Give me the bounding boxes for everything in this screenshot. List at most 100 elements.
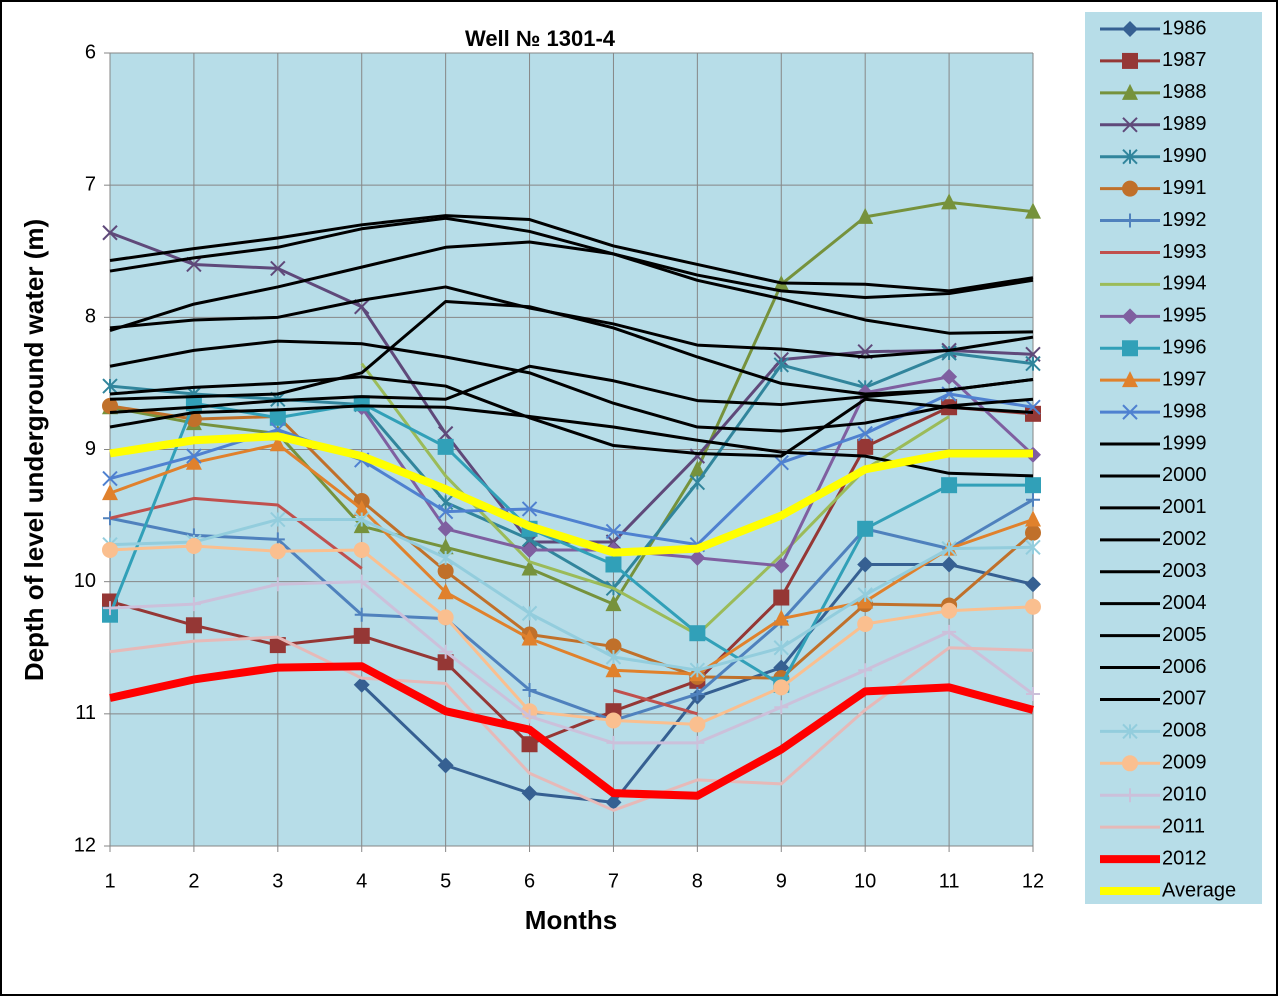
series-line — [613, 688, 698, 716]
x-axis-label: Months — [525, 905, 617, 935]
point — [1123, 213, 1137, 228]
legend-label: 1988 — [1162, 81, 1207, 103]
point — [186, 448, 202, 464]
series-line — [108, 401, 1033, 687]
point — [773, 679, 790, 696]
point — [1122, 21, 1138, 37]
legend-label: 1994 — [1162, 273, 1207, 295]
point — [437, 563, 454, 580]
point — [269, 543, 286, 560]
y-tick-label: 11 — [75, 702, 96, 724]
series-line — [109, 404, 1034, 478]
point — [605, 649, 622, 665]
point — [185, 617, 202, 634]
point — [354, 574, 369, 589]
point — [1122, 83, 1138, 100]
x-tick-label: 7 — [608, 870, 619, 892]
point — [605, 661, 622, 678]
point — [1122, 180, 1138, 197]
point — [354, 607, 369, 622]
legend-label: Average — [1162, 879, 1236, 901]
x-tick-label: 12 — [1022, 870, 1044, 892]
point — [857, 587, 873, 603]
legend-label: 1992 — [1162, 209, 1207, 231]
point — [437, 520, 454, 537]
point — [354, 511, 370, 528]
point — [689, 625, 706, 642]
point — [689, 716, 706, 733]
point — [773, 557, 790, 574]
point — [1123, 788, 1137, 803]
x-tick-label: 6 — [524, 870, 535, 892]
legend-label: 1990 — [1162, 145, 1207, 167]
legend-label: 2006 — [1162, 656, 1207, 678]
point — [353, 541, 370, 558]
point — [941, 477, 958, 494]
point — [437, 550, 454, 566]
point — [605, 638, 622, 655]
legend-label: 1998 — [1162, 400, 1207, 422]
point — [521, 501, 538, 517]
point — [1122, 404, 1138, 420]
series-line — [109, 662, 1035, 800]
legend-label: 1989 — [1162, 113, 1207, 135]
point — [1122, 148, 1138, 165]
legend-label: 2003 — [1162, 560, 1207, 582]
series-line — [109, 635, 1034, 812]
point — [521, 541, 538, 558]
point — [773, 640, 789, 656]
legend-label: 2011 — [1162, 815, 1205, 837]
point — [186, 597, 201, 612]
y-tick-label: 12 — [74, 834, 96, 856]
point — [1025, 539, 1041, 556]
point — [690, 735, 705, 750]
y-axis-label: Depth of level underground water (m) — [19, 219, 49, 681]
series-line — [109, 216, 1034, 300]
point — [437, 503, 454, 520]
point — [1026, 492, 1040, 507]
legend-label: 2002 — [1162, 528, 1207, 550]
point — [353, 676, 370, 693]
point — [522, 709, 537, 724]
legend-label: 1995 — [1162, 305, 1207, 327]
point — [353, 499, 370, 516]
point — [857, 615, 874, 632]
legend-label: 1996 — [1162, 337, 1207, 359]
point — [269, 435, 286, 452]
legend-label: 1986 — [1162, 17, 1207, 39]
point — [521, 785, 538, 802]
point — [437, 538, 454, 555]
point — [102, 378, 118, 394]
series-line — [109, 200, 1034, 606]
series-line — [109, 214, 1034, 293]
point — [942, 624, 957, 639]
x-tick-label: 4 — [356, 870, 367, 892]
point — [857, 520, 874, 537]
point — [857, 425, 873, 442]
point — [521, 736, 538, 753]
y-tick-label: 9 — [85, 438, 96, 460]
point — [605, 523, 622, 540]
point — [521, 629, 538, 646]
point — [103, 601, 117, 616]
legend-label: 1999 — [1162, 432, 1207, 454]
y-tick-label: 6 — [85, 41, 96, 63]
point — [437, 757, 454, 774]
legend-label: 1987 — [1162, 49, 1207, 71]
point — [437, 609, 454, 626]
x-tick-label: 10 — [854, 870, 876, 892]
point — [437, 425, 454, 442]
legend-label: 2001 — [1162, 496, 1207, 518]
point — [185, 453, 202, 470]
legend-label: 2000 — [1162, 464, 1207, 486]
series-line — [109, 339, 1034, 433]
x-tick-label: 11 — [939, 870, 960, 892]
series-line — [109, 240, 1034, 335]
legend-label: 1993 — [1162, 241, 1207, 263]
series-line — [109, 580, 1034, 745]
chart-title: Well № 1301-4 — [465, 26, 616, 51]
point — [941, 540, 957, 557]
point — [1025, 576, 1041, 593]
point — [689, 662, 706, 678]
